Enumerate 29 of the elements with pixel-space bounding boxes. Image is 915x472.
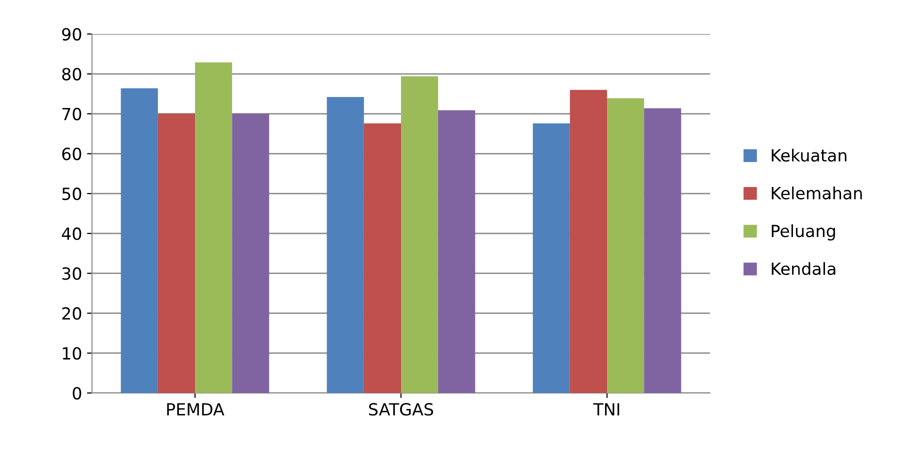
y-tick-label: 50 [62, 188, 82, 200]
bar [401, 76, 438, 393]
bar [532, 123, 570, 393]
y-tick-label: 30 [62, 267, 82, 280]
y-tick-label: 20 [62, 307, 82, 320]
bar [570, 90, 607, 393]
y-tick-label: 90 [62, 28, 82, 41]
bar [326, 97, 364, 393]
y-tick-label: 70 [62, 108, 82, 120]
legend-label: Peluang [772, 224, 835, 240]
bar [644, 108, 682, 393]
y-tick-label: 80 [62, 68, 82, 80]
bar [232, 114, 270, 393]
y-tick-label: 60 [62, 148, 82, 160]
y-tick-label: 0 [72, 386, 82, 400]
y-tick-label: 10 [62, 347, 82, 360]
bar [607, 98, 644, 393]
bar [158, 114, 195, 393]
y-tick-label: 40 [62, 227, 82, 240]
x-tick-label: SATGAS [369, 403, 434, 416]
legend-label: Kelemahan [772, 186, 862, 200]
legend-label: Kekuatan [772, 148, 846, 162]
x-tick-label: TNI [593, 403, 620, 416]
bar [120, 88, 158, 393]
bar [364, 123, 401, 393]
bar [195, 62, 232, 393]
bar [438, 110, 476, 393]
legend-label: Kendala [772, 262, 836, 276]
x-tick-label: PEMDA [167, 403, 224, 416]
